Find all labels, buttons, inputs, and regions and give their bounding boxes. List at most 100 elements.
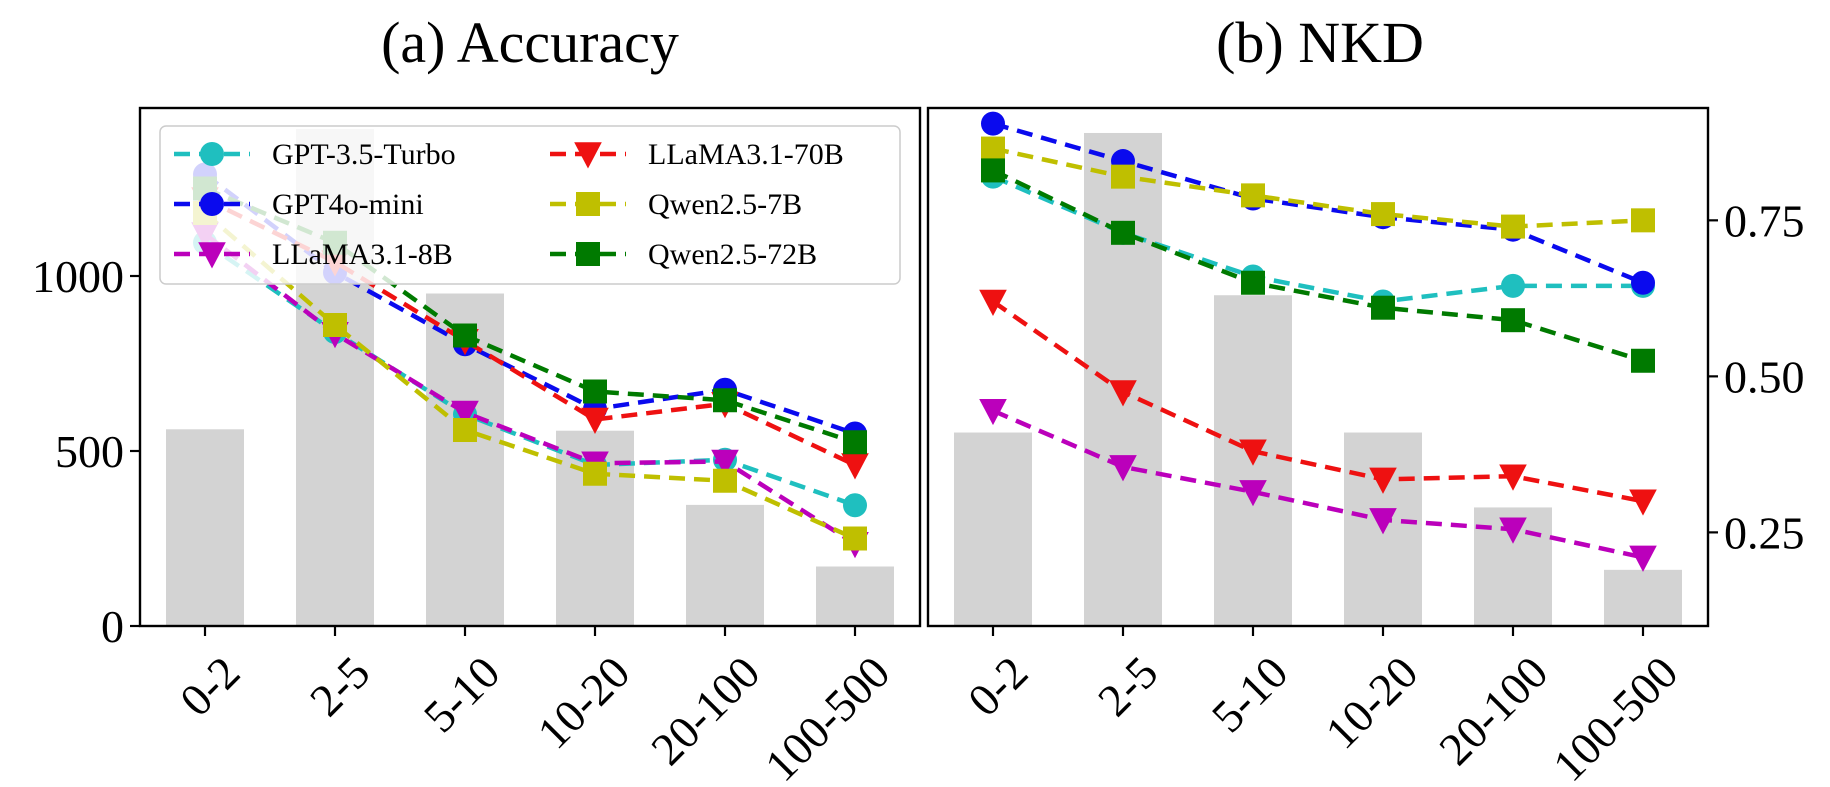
point-qwen2-5-7b-4 [1501, 214, 1525, 239]
line-llama3-1-8b [992, 408, 1644, 560]
point-gpt4o-mini-5 [1631, 270, 1655, 295]
series-qwen2-5-72b [981, 158, 1655, 373]
line-gpt-3-5-turbo [992, 174, 1643, 304]
lines-nkd [979, 111, 1657, 572]
bar-100-500 [816, 566, 894, 626]
x-tick-label: 5-10 [414, 646, 510, 742]
bar-20-100 [686, 504, 764, 626]
legend-entry-llama3-1-70b: LLaMA3.1-70B [550, 138, 844, 171]
point-qwen2-5-7b-0 [981, 136, 1005, 161]
point-qwen2-5-7b-4 [713, 468, 737, 493]
chart-title-accuracy: (a) Accuracy [381, 10, 679, 75]
legend-entry-qwen2-5-7b: Qwen2.5-7B [550, 188, 802, 221]
legend-marker [574, 142, 602, 169]
point-llama3-1-8b-4 [1499, 517, 1527, 544]
legend-marker [576, 192, 600, 216]
point-qwen2-5-72b-4 [713, 388, 737, 413]
point-qwen2-5-7b-3 [583, 461, 607, 486]
y-tick-label: 0.50 [1724, 351, 1805, 402]
point-qwen2-5-7b-1 [323, 313, 347, 337]
legend-box [159, 125, 901, 285]
point-llama3-1-70b-3 [1369, 467, 1397, 494]
legend-label: Qwen2.5-72B [648, 238, 817, 271]
point-qwen2-5-72b-4 [1501, 308, 1525, 333]
x-tick-label: 10-20 [1316, 646, 1428, 758]
point-llama3-1-8b-2 [451, 400, 479, 427]
y-tick-label: 0.25 [1724, 507, 1805, 558]
x-tick-label: 0-2 [170, 646, 249, 725]
point-qwen2-5-7b-5 [843, 526, 867, 551]
point-qwen2-5-72b-5 [1631, 348, 1655, 373]
plot-frame-nkd [926, 106, 1710, 628]
legend-label: GPT-3.5-Turbo [272, 138, 456, 171]
x-tick-label: 0-2 [958, 646, 1037, 725]
line-llama3-1-70b [204, 196, 856, 468]
y-tick-label: 1000 [32, 251, 124, 302]
point-llama3-1-70b-2 [1239, 439, 1267, 466]
point-llama3-1-8b-4 [711, 449, 739, 476]
x-tick-label: 2-5 [300, 646, 379, 725]
point-llama3-1-70b-1 [1109, 380, 1137, 407]
point-llama3-1-8b-0 [979, 398, 1007, 426]
point-llama3-1-70b-5 [1629, 489, 1657, 516]
series-gpt-3-5-turbo [981, 164, 1655, 314]
point-llama3-1-8b-2 [1239, 480, 1267, 507]
x-tick-label: 5-10 [1202, 646, 1298, 742]
x-tick-label: 10-20 [528, 646, 640, 758]
legend-entry-llama3-1-8b: LLaMA3.1-8B [174, 238, 453, 271]
x-tick-label: 20-100 [641, 646, 769, 774]
point-llama3-1-70b-3 [581, 407, 609, 434]
panel-accuracy: (a) Accuracy GPT-3.5-Turbo GPT4o-mini LLaM… [32, 10, 922, 787]
legend-marker [198, 242, 226, 269]
point-qwen2-5-72b-3 [583, 379, 607, 404]
point-qwen2-5-7b-2 [1241, 183, 1265, 208]
legend-entry-gpt4o-mini: GPT4o-mini [174, 188, 424, 221]
series-qwen2-5-7b [981, 136, 1655, 239]
point-llama3-1-8b-1 [1109, 455, 1137, 482]
x-tick-label: 100-500 [1543, 646, 1687, 787]
point-gpt-3-5-turbo-4 [1501, 273, 1525, 298]
y-tick-label: 0 [101, 601, 124, 652]
legend-entry-qwen2-5-72b: Qwen2.5-72B [550, 238, 817, 271]
point-llama3-1-70b-0 [979, 289, 1007, 316]
point-llama3-1-70b-4 [1499, 464, 1527, 491]
bar-0-2 [166, 429, 244, 626]
bar-100-500 [1604, 569, 1682, 626]
point-qwen2-5-72b-2 [1241, 270, 1265, 295]
point-qwen2-5-72b-5 [843, 430, 867, 455]
legend-marker [576, 242, 600, 266]
x-tick-label: 20-100 [1429, 646, 1557, 774]
series-llama3-1-70b [979, 289, 1657, 516]
line-llama3-1-8b [203, 232, 857, 546]
point-qwen2-5-7b-3 [1371, 202, 1395, 227]
point-qwen2-5-72b-3 [1371, 295, 1395, 320]
point-llama3-1-8b-3 [1369, 508, 1397, 535]
line-llama3-1-70b [991, 299, 1644, 504]
y-tick-label: 0.75 [1724, 195, 1805, 246]
x-tick-label: 100-500 [755, 646, 899, 787]
point-qwen2-5-72b-1 [1111, 220, 1135, 245]
legend-label: LLaMA3.1-8B [272, 238, 453, 271]
point-gpt-3-5-turbo-5 [843, 493, 867, 518]
line-gpt4o-mini [992, 121, 1644, 285]
legend-label: Qwen2.5-7B [648, 188, 802, 221]
legend-label: GPT4o-mini [272, 188, 424, 221]
point-gpt4o-mini-0 [981, 111, 1005, 136]
legend-marker [200, 142, 224, 166]
point-llama3-1-70b-5 [841, 453, 869, 480]
legend-entry-gpt-3-5-turbo: GPT-3.5-Turbo [174, 138, 456, 171]
point-llama3-1-8b-5 [1629, 545, 1657, 572]
bar-2-5 [1084, 132, 1162, 626]
point-qwen2-5-7b-2 [453, 418, 477, 442]
chart-title-nkd: (b) NKD [1216, 10, 1424, 75]
point-qwen2-5-7b-5 [1631, 208, 1655, 233]
legend-label: LLaMA3.1-70B [648, 138, 844, 171]
legend-marker [200, 192, 224, 216]
line-qwen2-5-7b [203, 211, 856, 541]
y-tick-label: 500 [55, 426, 124, 477]
legend: GPT-3.5-Turbo GPT4o-mini LLaMA3.1-8B LLaMA3… [159, 125, 901, 285]
bar-0-2 [954, 432, 1032, 626]
point-qwen2-5-72b-0 [981, 158, 1005, 183]
